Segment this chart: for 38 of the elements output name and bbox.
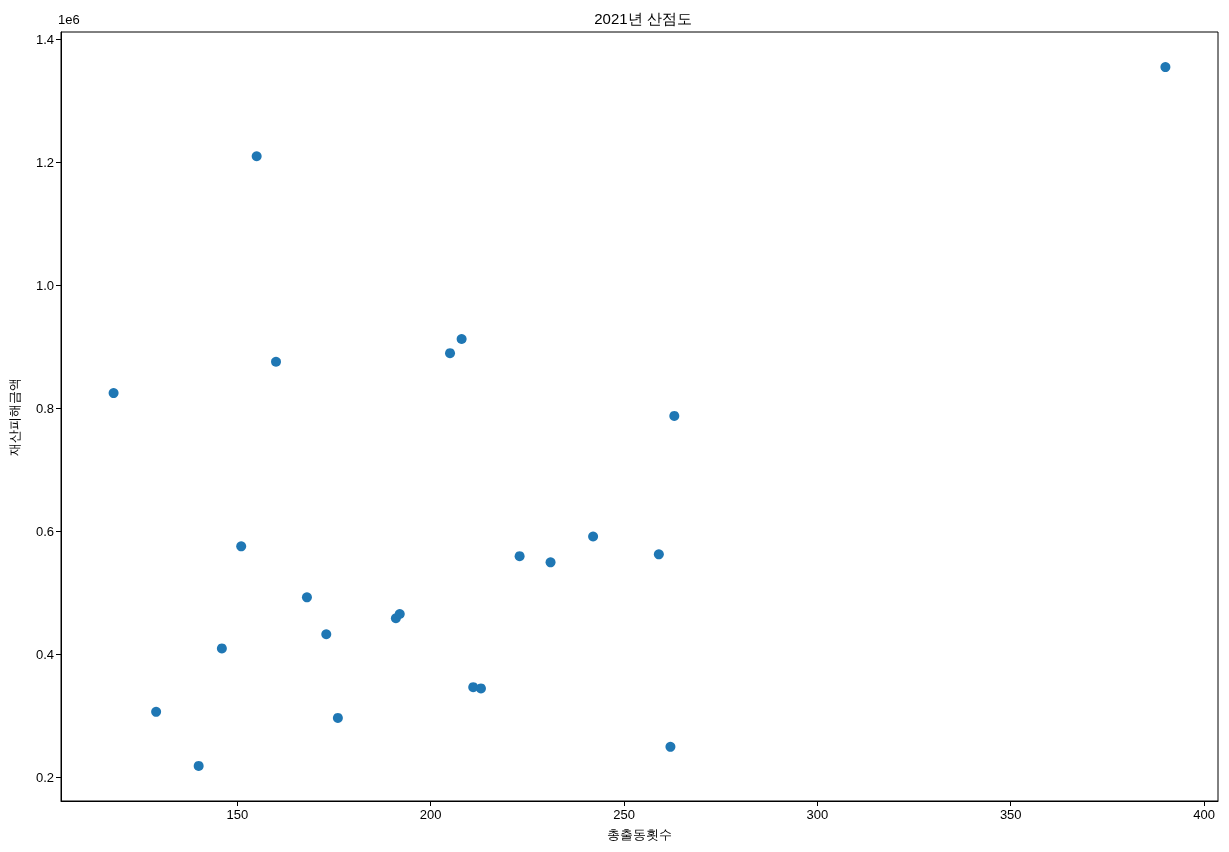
point xyxy=(151,706,162,717)
y-axis-title: 재산피해금액 xyxy=(7,377,22,456)
y-tick-label: 1.4 xyxy=(35,31,54,47)
point xyxy=(271,356,281,367)
point xyxy=(653,549,664,560)
point xyxy=(475,683,486,694)
chart-title: 2021년 산점도 xyxy=(594,10,692,27)
y-tick-label: 0.2 xyxy=(35,770,54,786)
y-tick-label: 1.0 xyxy=(35,277,54,293)
point xyxy=(394,608,405,619)
point xyxy=(251,151,262,162)
x-axis-title: 총출동횟수 xyxy=(607,827,672,842)
point xyxy=(321,629,332,640)
point xyxy=(665,741,676,752)
point xyxy=(332,712,343,723)
point xyxy=(545,557,556,568)
text: 1e6 xyxy=(58,12,80,27)
x-tick-label: 400 xyxy=(1193,807,1215,822)
y-tick-label: 1.2 xyxy=(35,154,54,170)
point xyxy=(216,643,227,654)
point xyxy=(514,551,525,562)
point xyxy=(588,531,599,542)
point xyxy=(669,410,680,421)
y-tick-label: 0.8 xyxy=(35,401,54,416)
x-tick-label: 200 xyxy=(419,807,442,822)
y-tick-label: 0.4 xyxy=(35,647,54,663)
x-tick-label: 350 xyxy=(999,807,1022,822)
point xyxy=(456,333,467,344)
point xyxy=(445,348,456,359)
x-tick-label: 150 xyxy=(226,807,249,822)
point xyxy=(301,592,312,603)
y-tick-label: 0.6 xyxy=(35,524,54,540)
x-tick-label: 250 xyxy=(613,807,635,822)
point xyxy=(236,541,247,552)
point xyxy=(1160,62,1171,73)
x-tick-label: 300 xyxy=(806,807,829,822)
point xyxy=(193,760,204,771)
point xyxy=(108,388,119,399)
